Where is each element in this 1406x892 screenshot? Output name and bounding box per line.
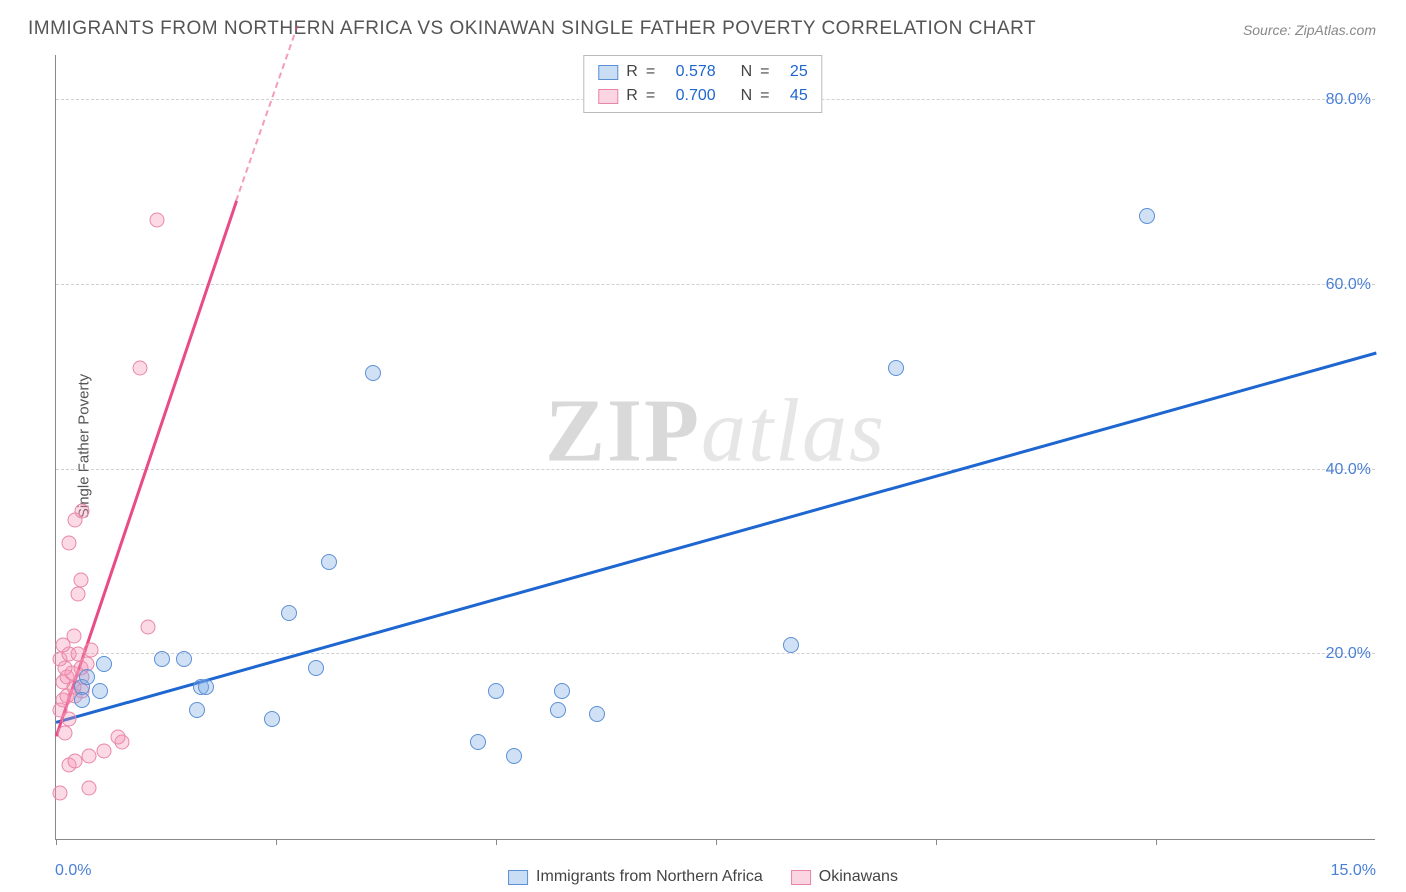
- data-point-pink: [73, 573, 88, 588]
- x-tick: [716, 839, 717, 845]
- gridline: [56, 284, 1375, 285]
- y-tick-label: 20.0%: [1326, 645, 1371, 663]
- y-tick-label: 80.0%: [1326, 91, 1371, 109]
- source-name: ZipAtlas.com: [1295, 22, 1376, 38]
- data-point-pink: [75, 504, 90, 519]
- data-point-blue: [321, 554, 337, 570]
- r-value-blue: 0.578: [676, 60, 716, 84]
- eq: =: [646, 60, 655, 84]
- data-point-blue: [176, 651, 192, 667]
- swatch-pink: [791, 870, 811, 885]
- data-point-pink: [132, 361, 147, 376]
- data-point-blue: [74, 692, 90, 708]
- data-point-blue: [281, 605, 297, 621]
- n-value-pink: 45: [790, 84, 808, 108]
- swatch-blue: [508, 870, 528, 885]
- data-point-blue: [888, 360, 904, 376]
- data-point-pink: [110, 730, 125, 745]
- x-tick: [56, 839, 57, 845]
- r-var: R: [626, 60, 638, 84]
- data-point-blue: [783, 637, 799, 653]
- watermark-atlas: atlas: [701, 382, 886, 481]
- data-point-blue: [264, 711, 280, 727]
- data-point-pink: [82, 748, 97, 763]
- x-tick: [276, 839, 277, 845]
- chart-title: IMMIGRANTS FROM NORTHERN AFRICA VS OKINA…: [28, 18, 1036, 40]
- data-point-blue: [488, 683, 504, 699]
- data-point-blue: [550, 702, 566, 718]
- gridline: [56, 653, 1375, 654]
- x-axis-min-label: 0.0%: [55, 862, 91, 880]
- data-point-pink: [82, 781, 97, 796]
- legend-row-pink: R = 0.700 N = 45: [598, 84, 807, 108]
- data-point-pink: [68, 753, 83, 768]
- data-point-blue: [506, 748, 522, 764]
- legend-label-pink: Okinawans: [819, 868, 898, 886]
- data-point-pink: [150, 213, 165, 228]
- data-point-blue: [96, 656, 112, 672]
- data-point-pink: [66, 628, 81, 643]
- gridline: [56, 469, 1375, 470]
- source-attribution: Source: ZipAtlas.com: [1243, 22, 1376, 38]
- n-value-blue: 25: [790, 60, 808, 84]
- source-label: Source:: [1243, 22, 1291, 38]
- x-tick: [936, 839, 937, 845]
- data-point-blue: [308, 660, 324, 676]
- trendline-pink-extrapolated: [235, 25, 298, 201]
- legend-item-blue: Immigrants from Northern Africa: [508, 868, 763, 886]
- data-point-blue: [189, 702, 205, 718]
- x-axis-max-label: 15.0%: [1331, 862, 1376, 880]
- r-var: R: [626, 84, 638, 108]
- legend-row-blue: R = 0.578 N = 25: [598, 60, 807, 84]
- data-point-pink: [57, 725, 72, 740]
- eq: =: [760, 84, 769, 108]
- n-var: N: [741, 84, 753, 108]
- swatch-pink: [598, 89, 618, 104]
- data-point-blue: [589, 706, 605, 722]
- r-value-pink: 0.700: [676, 84, 716, 108]
- data-point-blue: [554, 683, 570, 699]
- x-tick: [496, 839, 497, 845]
- eq: =: [646, 84, 655, 108]
- data-point-pink: [71, 587, 86, 602]
- data-point-blue: [79, 669, 95, 685]
- plot-area: ZIPatlas 20.0% 40.0% 60.0% 80.0%: [55, 55, 1375, 840]
- watermark-zip: ZIP: [545, 382, 701, 481]
- data-point-pink: [53, 785, 68, 800]
- data-point-pink: [84, 642, 99, 657]
- x-tick: [1156, 839, 1157, 845]
- eq: =: [760, 60, 769, 84]
- legend-item-pink: Okinawans: [791, 868, 898, 886]
- legend-label-blue: Immigrants from Northern Africa: [536, 868, 763, 886]
- data-point-blue: [92, 683, 108, 699]
- data-point-pink: [62, 536, 77, 551]
- data-point-blue: [470, 734, 486, 750]
- swatch-blue: [598, 65, 618, 80]
- data-point-blue: [198, 679, 214, 695]
- y-tick-label: 60.0%: [1326, 276, 1371, 294]
- data-point-blue: [1139, 208, 1155, 224]
- data-point-pink: [141, 619, 156, 634]
- data-point-pink: [97, 744, 112, 759]
- data-point-blue: [365, 365, 381, 381]
- y-tick-label: 40.0%: [1326, 461, 1371, 479]
- correlation-legend: R = 0.578 N = 25 R = 0.700 N = 45: [583, 55, 822, 113]
- n-var: N: [741, 60, 753, 84]
- watermark: ZIPatlas: [545, 380, 886, 483]
- data-point-blue: [154, 651, 170, 667]
- series-legend: Immigrants from Northern Africa Okinawan…: [508, 868, 898, 886]
